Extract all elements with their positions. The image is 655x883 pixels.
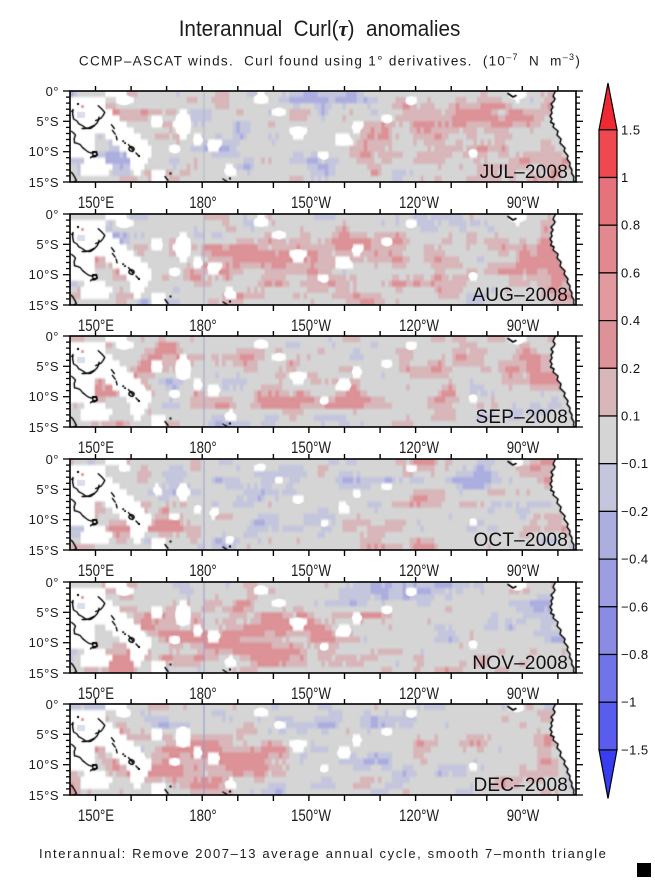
svg-text:−1: −1 [621,695,637,710]
svg-text:−1.5: −1.5 [621,742,649,757]
svg-text:0.1: 0.1 [621,409,641,424]
svg-text:−0.6: −0.6 [621,599,649,614]
svg-text:0.6: 0.6 [621,265,641,280]
svg-text:1: 1 [621,170,629,185]
svg-text:−0.1: −0.1 [621,456,649,471]
svg-text:0.4: 0.4 [621,313,641,328]
svg-text:−0.4: −0.4 [621,552,649,567]
svg-text:1.5: 1.5 [621,122,641,137]
svg-text:−0.8: −0.8 [621,647,649,662]
svg-text:0.8: 0.8 [621,218,641,233]
svg-text:−0.2: −0.2 [621,504,649,519]
svg-text:0.2: 0.2 [621,361,641,376]
